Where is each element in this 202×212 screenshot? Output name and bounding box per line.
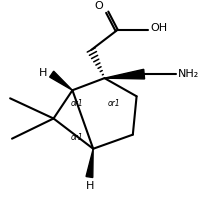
Text: H: H <box>39 68 47 78</box>
Polygon shape <box>104 69 145 79</box>
Text: or1: or1 <box>107 99 120 108</box>
Polygon shape <box>86 149 93 177</box>
Text: or1: or1 <box>70 133 83 142</box>
Text: NH₂: NH₂ <box>178 69 199 79</box>
Text: OH: OH <box>151 23 168 33</box>
Polygon shape <box>50 71 73 90</box>
Text: O: O <box>95 1 103 11</box>
Text: H: H <box>86 181 95 191</box>
Text: or1: or1 <box>70 99 83 108</box>
